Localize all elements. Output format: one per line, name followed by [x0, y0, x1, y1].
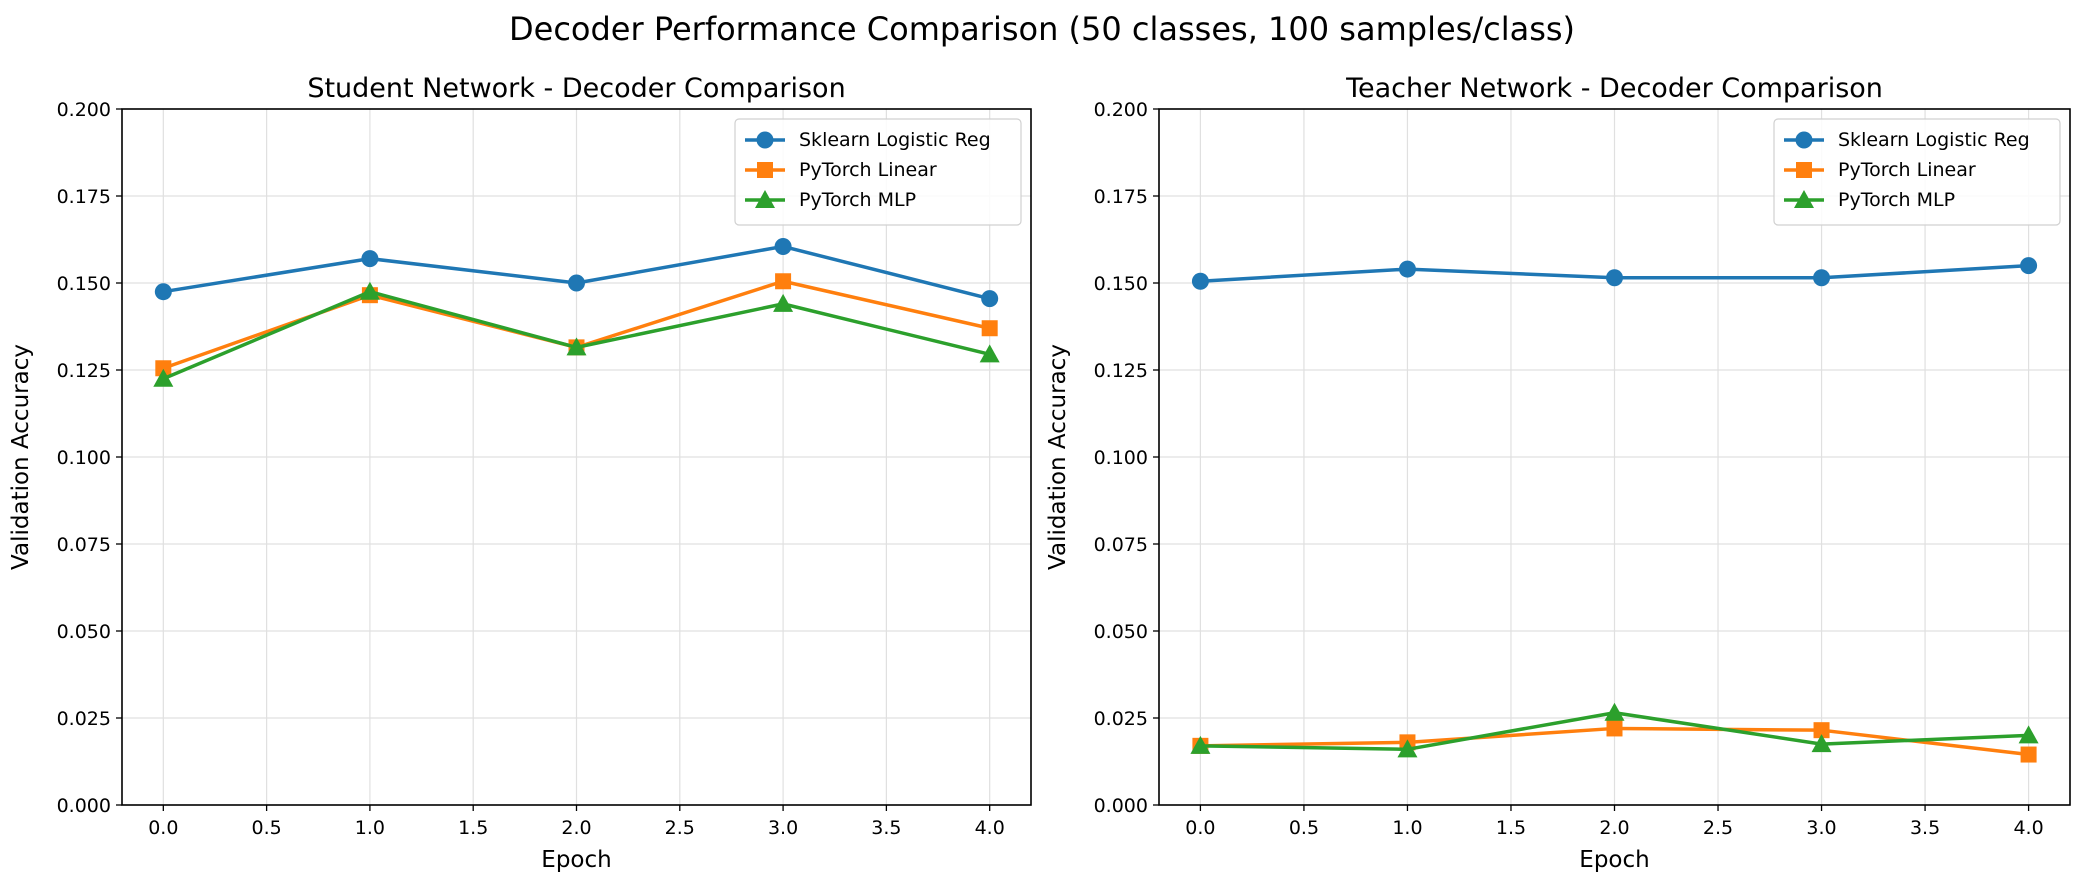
- legend-marker-pytorch-mlp: [755, 190, 775, 208]
- legend-marker-pytorch-linear: [757, 162, 773, 178]
- data-point-pytorch-mlp: [359, 281, 380, 300]
- y-tick-label: 0.025: [57, 708, 111, 730]
- y-tick-label: 0.050: [57, 621, 111, 643]
- y-tick-label: 0.175: [57, 186, 111, 208]
- x-tick-label: 0.0: [148, 817, 178, 839]
- data-point-pytorch-linear: [981, 320, 998, 337]
- y-axis-ticks: 0.000 0.025 0.050 0.075 0.100 0.125 0.150 0.175…: [1094, 99, 1159, 817]
- x-tick-label: 0.5: [252, 817, 282, 839]
- data-point-sklearn-logistic-reg: [361, 250, 379, 268]
- legend-box: [734, 118, 1022, 226]
- data-point-pytorch-mlp: [153, 368, 174, 387]
- x-axis-label: Epoch: [541, 847, 611, 873]
- data-point-sklearn-logistic-reg: [981, 290, 999, 308]
- x-axis-label: Epoch: [1579, 847, 1649, 873]
- legend-label-pytorch-mlp: PyTorch MLP: [799, 189, 916, 211]
- figure-title: Decoder Performance Comparison (50 class…: [509, 10, 1575, 48]
- series-group: [1190, 257, 2039, 763]
- y-tick-label: 0.050: [1094, 621, 1148, 643]
- y-tick-label: 0.000: [1094, 795, 1148, 817]
- plot-frame: [1158, 108, 2071, 806]
- y-tick-label: 0.150: [57, 273, 111, 295]
- y-tick-label: 0.200: [1094, 99, 1148, 121]
- data-point-sklearn-logistic-reg: [2020, 257, 2038, 275]
- x-tick-label: 2.5: [1703, 817, 1733, 839]
- y-axis-ticks: 0.000 0.025 0.050 0.075 0.100 0.125 0.150 0.175…: [57, 99, 122, 817]
- x-tick-label: 3.5: [1910, 817, 1940, 839]
- data-point-pytorch-linear: [1606, 720, 1623, 737]
- legend-label-pytorch-mlp: PyTorch MLP: [1838, 189, 1955, 211]
- data-point-sklearn-logistic-reg: [774, 237, 792, 255]
- x-tick-label: 0.0: [1185, 817, 1215, 839]
- legend-label-sklearn-logistic-reg: Sklearn Logistic Reg: [799, 129, 991, 151]
- plot-frame: [121, 108, 1032, 806]
- y-tick-label: 0.075: [1094, 534, 1148, 556]
- data-point-sklearn-logistic-reg: [1191, 272, 1209, 290]
- x-tick-label: 2.5: [665, 817, 695, 839]
- teacher-network-chart: 0.0 0.5 1.0 1.5 2.0 2.5 3.0 3.5 4.00.0000.0250.0…: [1045, 73, 2071, 873]
- y-tick-label: 0.100: [1094, 447, 1148, 469]
- legend-marker-pytorch-mlp: [1794, 190, 1814, 208]
- x-tick-label: 1.0: [355, 817, 385, 839]
- y-axis-label: Validation Accuracy: [1045, 344, 1071, 570]
- data-point-sklearn-logistic-reg: [568, 274, 585, 292]
- x-tick-label: 3.0: [768, 817, 798, 839]
- y-tick-label: 0.150: [1094, 273, 1148, 295]
- x-tick-label: 4.0: [975, 817, 1005, 839]
- x-tick-label: 2.0: [561, 817, 591, 839]
- data-point-pytorch-mlp: [1604, 702, 1625, 721]
- x-tick-label: 1.5: [458, 817, 488, 839]
- data-point-sklearn-logistic-reg: [154, 283, 172, 301]
- y-tick-label: 0.000: [57, 795, 111, 817]
- legend-label-pytorch-linear: PyTorch Linear: [1838, 159, 1976, 181]
- data-point-pytorch-mlp: [1397, 739, 1418, 758]
- legend-label-pytorch-linear: PyTorch Linear: [799, 159, 937, 181]
- x-tick-label: 1.5: [1496, 817, 1526, 839]
- grid: [1159, 108, 2070, 806]
- data-point-sklearn-logistic-reg: [1398, 260, 1416, 278]
- data-point-pytorch-mlp: [2018, 725, 2039, 744]
- data-point-pytorch-mlp: [1190, 735, 1211, 754]
- data-point-sklearn-logistic-reg: [1813, 269, 1831, 287]
- x-tick-label: 3.0: [1806, 817, 1836, 839]
- legend: Sklearn Logistic Reg PyTorch Linear PyTorc…: [734, 118, 1022, 226]
- x-axis-ticks: 0.0 0.5 1.0 1.5 2.0 2.5 3.0 3.5 4.0: [1185, 805, 2044, 839]
- y-tick-label: 0.125: [1094, 360, 1148, 382]
- x-tick-label: 4.0: [2013, 817, 2043, 839]
- data-point-pytorch-mlp: [1811, 734, 1832, 753]
- y-tick-label: 0.200: [57, 99, 111, 121]
- legend-label-sklearn-logistic-reg: Sklearn Logistic Reg: [1838, 129, 2030, 151]
- legend: Sklearn Logistic Reg PyTorch Linear PyTorc…: [1773, 118, 2061, 226]
- data-point-pytorch-linear: [155, 360, 172, 377]
- panel-title: Teacher Network - Decoder Comparison: [1345, 73, 1883, 104]
- legend-marker-sklearn-logistic-reg: [1795, 131, 1813, 149]
- data-point-pytorch-linear: [2020, 746, 2037, 763]
- y-tick-label: 0.175: [1094, 186, 1148, 208]
- data-point-pytorch-linear: [1813, 722, 1830, 739]
- data-point-sklearn-logistic-reg: [1606, 269, 1623, 287]
- legend-box: [1773, 118, 2061, 226]
- y-tick-label: 0.025: [1094, 708, 1148, 730]
- x-tick-label: 3.5: [871, 817, 901, 839]
- y-tick-label: 0.125: [57, 360, 111, 382]
- x-tick-label: 0.5: [1289, 817, 1319, 839]
- panel-title: Student Network - Decoder Comparison: [307, 73, 845, 104]
- data-point-pytorch-mlp: [566, 337, 587, 356]
- x-axis-ticks: 0.0 0.5 1.0 1.5 2.0 2.5 3.0 3.5 4.0: [148, 805, 1005, 839]
- legend-marker-sklearn-logistic-reg: [756, 131, 774, 149]
- data-point-pytorch-mlp: [979, 344, 1000, 363]
- data-point-pytorch-linear: [775, 273, 792, 290]
- student-network-chart: 0.0 0.5 1.0 1.5 2.0 2.5 3.0 3.5 4.00.0000.0250.0…: [8, 73, 1032, 873]
- y-tick-label: 0.075: [57, 534, 111, 556]
- legend-marker-pytorch-linear: [1796, 162, 1812, 178]
- x-tick-label: 1.0: [1392, 817, 1422, 839]
- y-tick-label: 0.100: [57, 447, 111, 469]
- y-axis-label: Validation Accuracy: [8, 344, 34, 570]
- x-tick-label: 2.0: [1599, 817, 1629, 839]
- data-point-pytorch-mlp: [773, 293, 794, 312]
- series-group: [153, 237, 1000, 387]
